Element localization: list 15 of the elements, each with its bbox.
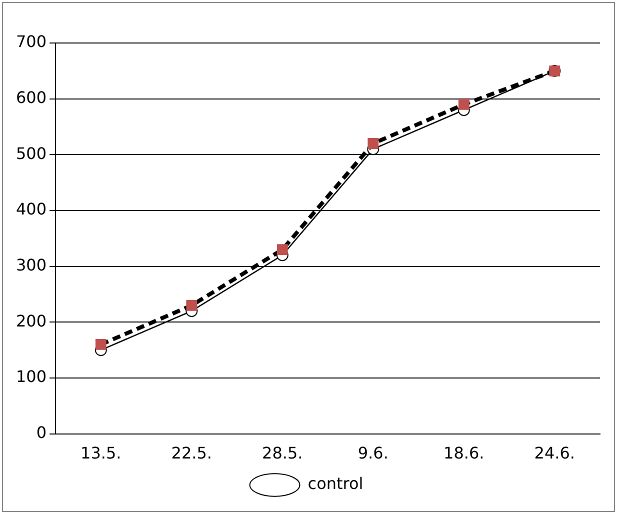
x-tick-label: 18.6.	[444, 444, 484, 463]
y-tick-label: 700	[16, 32, 47, 52]
y-tick-label: 600	[16, 88, 47, 107]
y-tick-label: 0	[36, 422, 47, 442]
y-tick-label: 200	[16, 311, 47, 330]
y-tick-label: 400	[16, 200, 47, 219]
y-tick-label: 500	[16, 144, 47, 163]
y-tick-label: 300	[16, 255, 47, 274]
x-tick-label: 22.5.	[171, 444, 212, 463]
x-tick-label: 24.6.	[534, 444, 575, 463]
x-tick-label: 9.6.	[358, 444, 388, 463]
legend-label: control	[308, 474, 364, 494]
x-tick-label: 28.5.	[262, 444, 303, 463]
y-tick-label: 100	[16, 367, 47, 386]
x-tick-label: 13.5.	[80, 444, 122, 463]
